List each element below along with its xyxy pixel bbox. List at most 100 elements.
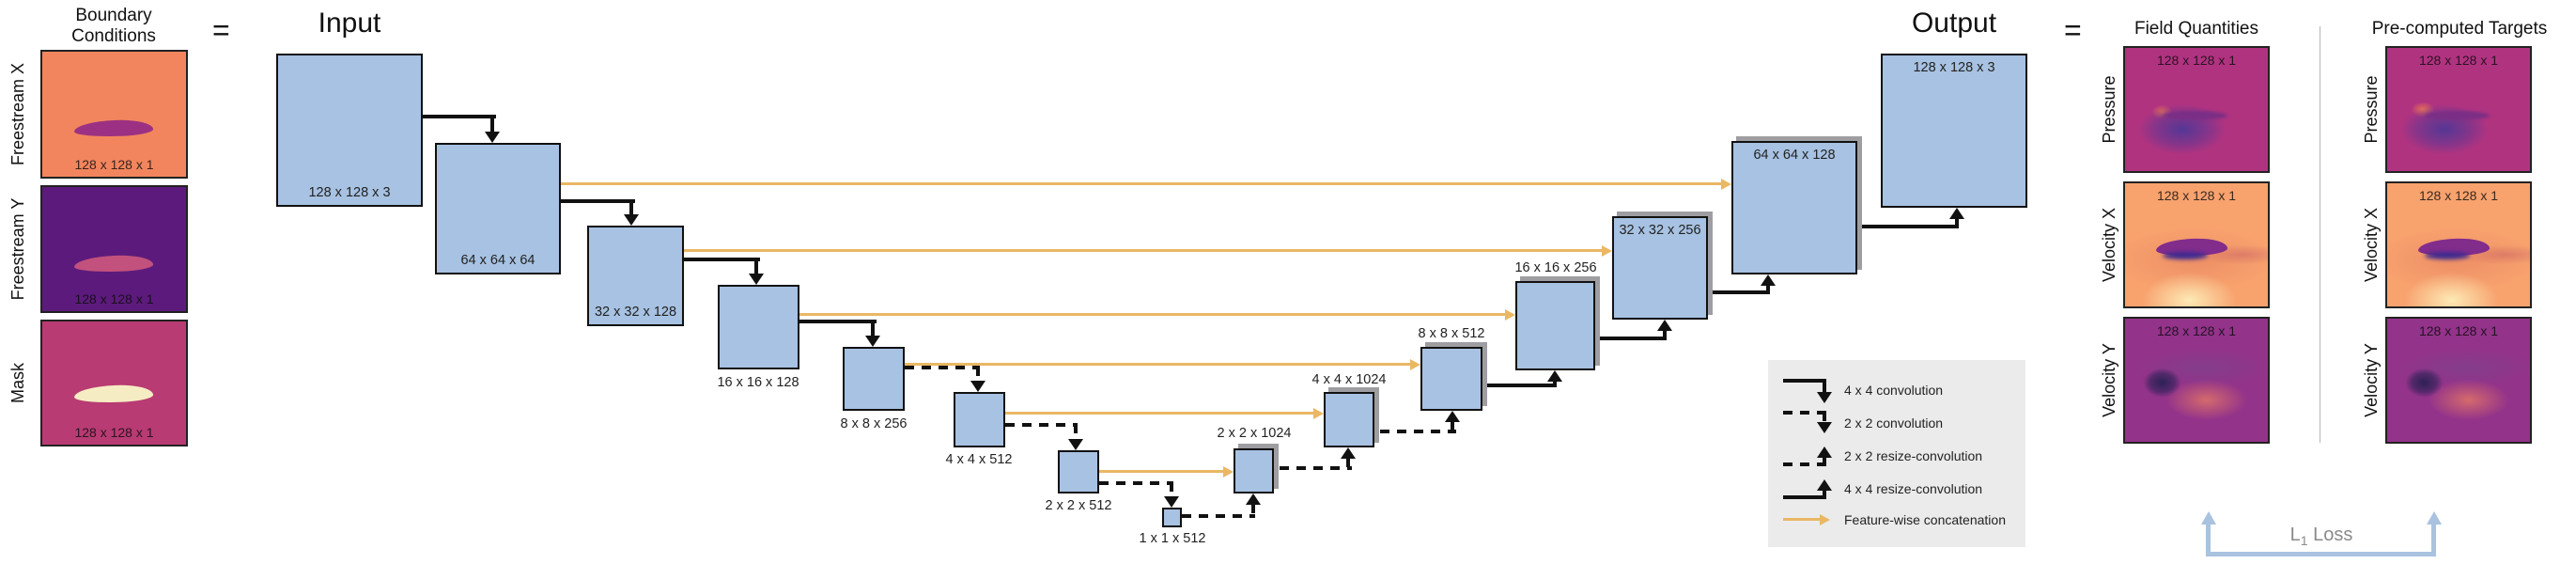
skip-arrowhead [1721,179,1731,190]
arrow-line [490,117,494,132]
skip-line [1005,412,1314,415]
legend-arrowhead [1817,479,1832,491]
arrow-line-dashed [1280,466,1352,470]
fields-pressure-image: 128 x 128 x 1 [2123,46,2270,173]
arrow-line-dashed [1005,423,1078,427]
targets-pressure-dim: 128 x 128 x 1 [2418,53,2499,68]
skip-line [561,182,1722,185]
arrowhead-down [1164,496,1179,508]
arrow-line [799,320,877,323]
box-dim: 2 x 2 x 512 [1045,498,1112,513]
equals-sign-right: = [2064,13,2082,47]
targets-velocity-x-label: Velocity X [2362,207,2381,283]
box-dim: 16 x 16 x 256 [1514,260,1597,275]
unet-box-input: 128 x 128 x 3 [276,54,423,207]
arrow-line [1955,217,1959,227]
arrow-line-dashed [1099,481,1173,485]
targets-velocity-y-image: 128 x 128 x 1 [2385,317,2532,444]
legend-label: 4 x 4 convolution [1844,383,1944,398]
unet-box-2x2x1024 [1234,448,1274,494]
legend-arrowhead [1817,392,1832,403]
arrow-line [1482,384,1557,387]
arrow-line [684,258,760,261]
unet-box-64x64x128: 64 x 64 x 128 [1731,141,1857,274]
mask-label: Mask [8,363,27,404]
legend-label: 4 x 4 resize-convolution [1844,481,1983,496]
legend-arrowhead [1820,514,1830,525]
skip-arrowhead [1602,245,1612,257]
output-title: Output [1911,8,1997,39]
arrow-line [1766,284,1770,292]
mask-image: 128 x 128 x 1 [40,320,188,446]
airfoil-shape [73,384,154,404]
arrowhead-up [1246,494,1261,505]
boundary-title-line2: Conditions [71,26,156,46]
field-quantities-title: Field Quantities [2134,19,2258,39]
freestream-x-dim: 128 x 128 x 1 [74,157,154,172]
fields-velocity-x-image: 128 x 128 x 1 [2123,181,2270,308]
arrow-line [1857,225,1959,228]
legend-solid-up-icon [1783,495,1826,499]
arrow-line [754,259,758,274]
airfoil-shape [2162,110,2228,119]
box-dim: 128 x 128 x 3 [1913,60,1995,75]
unet-box-16x16x256 [1515,281,1595,370]
unet-box-4x4x1024 [1324,392,1374,447]
arrow-line [629,201,633,214]
loss-arrowhead-right [2427,511,2442,525]
fields-velocity-y-dim: 128 x 128 x 1 [2156,323,2237,338]
mask-dim: 128 x 128 x 1 [74,425,154,440]
legend-dashed-up-icon [1783,462,1826,466]
airfoil-underside-shape [2162,252,2209,260]
box-dim: 64 x 64 x 64 [460,253,535,268]
skip-arrowhead [1410,359,1420,370]
fields-velocity-x-dim: 128 x 128 x 1 [2156,188,2237,203]
box-dim: 1 x 1 x 512 [1139,531,1206,546]
equals-sign-left: = [212,13,230,47]
freestream-x-image: 128 x 128 x 1 [40,50,188,179]
loss-line [2206,525,2211,556]
box-dim: 8 x 8 x 256 [840,416,908,431]
input-title: Input [318,8,381,39]
arrow-line [1553,380,1557,385]
arrowhead-up [1657,320,1672,331]
skip-line [799,313,1506,316]
skip-arrowhead [1313,408,1324,419]
arrow-line-dashed [1074,425,1078,439]
arrow-line-dashed [905,366,980,369]
arrowhead-up [1547,370,1562,382]
freestream-y-image: 128 x 128 x 1 [40,185,188,313]
legend-label: 2 x 2 convolution [1844,415,1944,431]
airfoil-shape [73,118,154,138]
arrow-line [423,115,496,118]
skip-line [684,249,1603,252]
fields-velocity-y-label: Velocity Y [2100,343,2118,417]
arrowhead-up [1341,447,1356,459]
loss-line [2431,525,2436,556]
arrow-line [1708,290,1770,294]
legend-label: Feature-wise concatenation [1844,512,2006,527]
arrow-line [1663,329,1667,338]
targets-velocity-y-label: Velocity Y [2362,343,2381,417]
legend-arrowhead [1817,422,1832,433]
l1-loss-label: L1 Loss [2255,525,2388,548]
targets-pressure-label: Pressure [2362,75,2381,144]
skip-arrowhead [1505,309,1515,321]
airfoil-underside-shape [2424,252,2471,260]
arrow-line-dashed [1380,430,1456,433]
arrow-line-dashed [1182,514,1255,518]
unet-box-8x8x512 [1420,347,1482,411]
loss-arrowhead-left [2201,511,2216,525]
unet-box-1x1x512 [1162,508,1182,527]
loss-suffix: Loss [2307,525,2353,545]
skip-arrowhead [1223,466,1234,478]
legend-dashed-up-icon [1823,458,1826,464]
freestream-y-dim: 128 x 128 x 1 [74,291,154,306]
arrowhead-up [1445,411,1460,422]
legend-dashed-down-icon [1783,411,1826,415]
skip-line [905,363,1411,366]
unet-box-16x16x128 [718,285,799,369]
legend-concat-icon [1783,518,1821,521]
targets-pressure-image: 128 x 128 x 1 [2385,46,2532,173]
targets-velocity-x-dim: 128 x 128 x 1 [2418,188,2499,203]
